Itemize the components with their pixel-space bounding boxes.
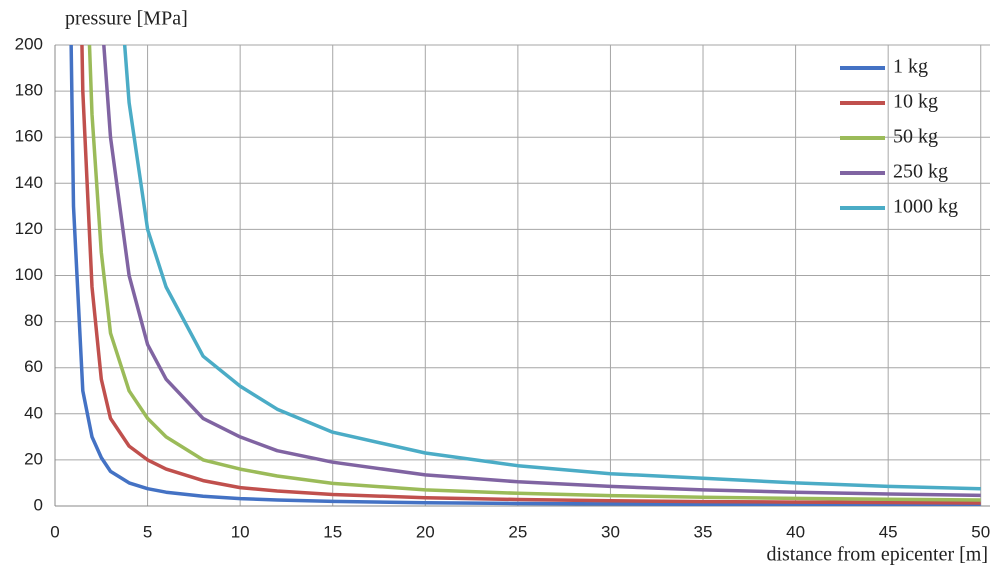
y-tick-label: 80 <box>24 311 43 330</box>
plot-area <box>69 45 981 506</box>
x-tick-label: 20 <box>416 522 435 541</box>
x-tick-label: 45 <box>879 522 898 541</box>
y-axis-title: pressure [MPa] <box>65 8 188 30</box>
y-tick-label: 0 <box>34 495 43 514</box>
x-tick-label: 35 <box>694 522 713 541</box>
x-tick-label: 40 <box>786 522 805 541</box>
y-tick-label: 100 <box>15 265 43 284</box>
series-line <box>69 45 981 506</box>
y-tick-label: 20 <box>24 449 43 468</box>
x-tick-label: 5 <box>143 522 152 541</box>
y-tick-label: 40 <box>24 403 43 422</box>
series-line <box>102 45 981 498</box>
x-tick-label: 25 <box>508 522 527 541</box>
y-tick-label: 140 <box>15 173 43 192</box>
legend-label: 50 kg <box>893 126 938 148</box>
x-tick-label: 10 <box>231 522 250 541</box>
y-tick-label: 180 <box>15 81 43 100</box>
legend-label: 1 kg <box>893 56 928 78</box>
y-tick-label: 200 <box>15 34 43 53</box>
x-tick-label: 50 <box>971 522 990 541</box>
x-tick-label: 15 <box>323 522 342 541</box>
y-tick-label: 60 <box>24 357 43 376</box>
series-line <box>122 45 981 491</box>
legend-label: 1000 kg <box>893 196 958 218</box>
x-tick-label: 30 <box>601 522 620 541</box>
x-axis-title: distance from epicenter [m] <box>766 544 988 566</box>
legend-label: 250 kg <box>893 161 948 183</box>
series-line <box>87 45 981 502</box>
x-tick-label: 0 <box>50 522 59 541</box>
legend-label: 10 kg <box>893 91 938 113</box>
series-line <box>80 45 981 505</box>
y-tick-label: 160 <box>15 127 43 146</box>
y-tick-label: 120 <box>15 219 43 238</box>
